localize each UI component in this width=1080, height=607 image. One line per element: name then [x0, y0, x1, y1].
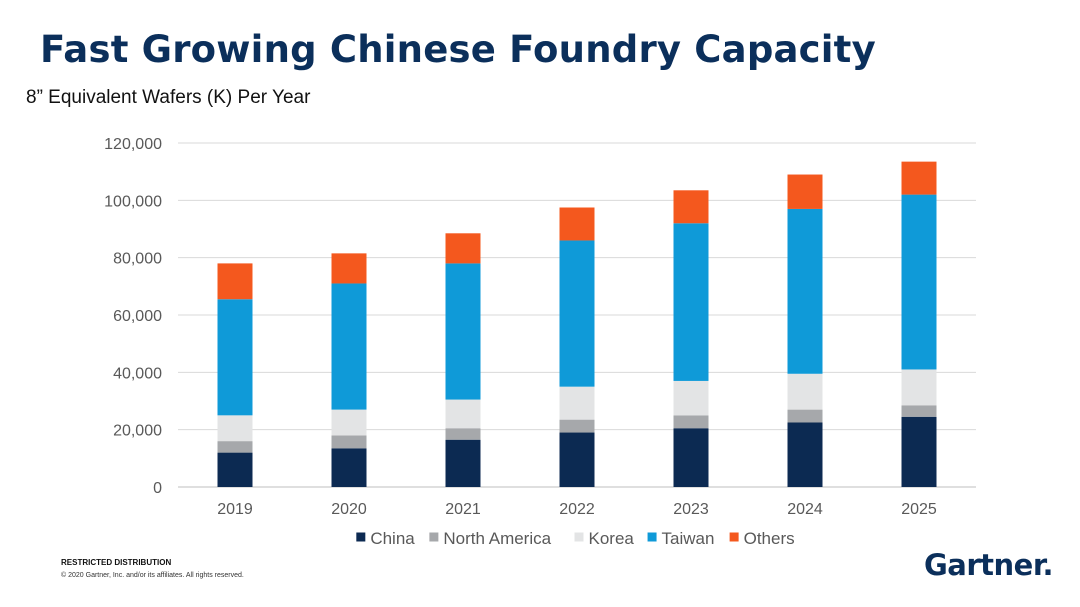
bar-others — [445, 233, 481, 264]
bar-korea — [331, 409, 367, 436]
legend-label: North America — [443, 529, 551, 548]
bar-north-america — [217, 441, 253, 453]
legend-swatch — [356, 532, 366, 542]
bar-china — [787, 422, 823, 487]
bar-others — [217, 263, 253, 300]
y-tick-label: 0 — [153, 480, 162, 497]
bar-north-america — [673, 415, 709, 429]
bar-taiwan — [559, 240, 595, 387]
bar-korea — [217, 415, 253, 442]
legend-label: Korea — [589, 529, 635, 548]
bar-others — [787, 174, 823, 209]
bar-north-america — [445, 428, 481, 440]
x-tick-label: 2022 — [559, 501, 595, 518]
bar-taiwan — [331, 283, 367, 410]
bar-china — [559, 432, 595, 487]
bar-taiwan — [445, 263, 481, 400]
x-tick-label: 2021 — [445, 501, 481, 518]
x-tick-label: 2019 — [217, 501, 253, 518]
copyright-notice: © 2020 Gartner, Inc. and/or its affiliat… — [61, 572, 244, 579]
bar-taiwan — [217, 299, 253, 416]
x-tick-label: 2024 — [787, 501, 823, 518]
y-tick-label: 40,000 — [113, 365, 162, 382]
legend-swatch — [574, 532, 584, 542]
legend-label: Others — [744, 529, 795, 548]
bar-others — [559, 207, 595, 241]
bar-others — [673, 190, 709, 224]
x-tick-label: 2023 — [673, 501, 709, 518]
bar-taiwan — [673, 223, 709, 381]
bar-korea — [787, 373, 823, 410]
bar-north-america — [787, 409, 823, 423]
restricted-distribution-label: RESTRICTED DISTRIBUTION — [61, 558, 172, 567]
legend-label: Taiwan — [662, 529, 715, 548]
bar-korea — [445, 399, 481, 429]
legend-label: China — [370, 529, 415, 548]
bar-north-america — [559, 419, 595, 433]
legend-swatch — [729, 532, 739, 542]
bar-china — [331, 448, 367, 487]
bar-korea — [559, 386, 595, 420]
bar-china — [673, 428, 709, 487]
bar-north-america — [331, 435, 367, 449]
bar-korea — [673, 380, 709, 416]
x-tick-label: 2020 — [331, 501, 367, 518]
bar-others — [331, 253, 367, 284]
page-title: Fast Growing Chinese Foundry Capacity — [40, 28, 876, 71]
y-tick-label: 120,000 — [104, 136, 162, 153]
bar-others — [901, 161, 937, 195]
legend-swatch — [429, 532, 439, 542]
bar-china — [901, 416, 937, 487]
bar-taiwan — [901, 194, 937, 370]
bar-korea — [901, 369, 937, 406]
y-tick-label: 80,000 — [113, 251, 162, 268]
bar-china — [445, 439, 481, 487]
y-tick-label: 60,000 — [113, 308, 162, 325]
bar-taiwan — [787, 208, 823, 374]
x-tick-label: 2025 — [901, 501, 937, 518]
gartner-logo: Gartner. — [924, 548, 1054, 582]
chart-subtitle: 8” Equivalent Wafers (K) Per Year — [26, 87, 311, 108]
bar-china — [217, 452, 253, 487]
y-tick-label: 100,000 — [104, 193, 162, 210]
legend-swatch — [647, 532, 657, 542]
y-tick-label: 20,000 — [113, 423, 162, 440]
bar-north-america — [901, 405, 937, 417]
